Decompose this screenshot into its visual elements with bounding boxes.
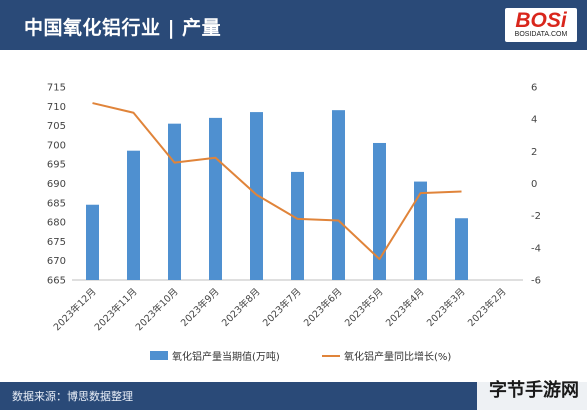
bar <box>291 171 304 280</box>
right-tick-label: -4 <box>531 243 541 254</box>
category-label: 2023年8月 <box>219 286 262 329</box>
right-tick-label: -6 <box>531 276 541 287</box>
left-tick-label: 675 <box>47 237 66 248</box>
category-label: 2023年10月 <box>133 286 181 334</box>
left-tick-label: 710 <box>47 102 66 113</box>
category-label: 2023年7月 <box>260 286 303 329</box>
left-tick-label: 665 <box>47 276 66 287</box>
category-label: 2023年12月 <box>51 286 99 334</box>
logo-subtext: BOSIDATA.COM <box>514 31 568 38</box>
bar <box>455 218 468 280</box>
legend-item-bar: 氧化铝产量当期值(万吨) <box>150 348 280 363</box>
category-label: 2023年11月 <box>92 286 140 334</box>
left-tick-label: 700 <box>47 140 66 151</box>
bar <box>86 204 99 280</box>
legend-label-line: 氧化铝产量同比增长(%) <box>344 352 452 363</box>
bar <box>332 110 345 280</box>
category-label: 2023年6月 <box>301 286 344 329</box>
category-label: 2023年3月 <box>424 286 467 329</box>
bar <box>168 123 181 280</box>
bar <box>250 112 263 280</box>
bar <box>209 117 222 280</box>
bar <box>373 142 386 280</box>
page-title: 中国氧化铝行业 | 产量 <box>24 17 222 39</box>
left-tick-label: 705 <box>47 121 66 132</box>
growth-line <box>92 102 462 261</box>
right-tick-label: 4 <box>531 115 537 126</box>
legend-swatch-bar <box>150 351 168 360</box>
chart-canvas: 665 670 675 680 685 690 695 700 705 710 715 6 4 2 0 -2 -… <box>47 83 541 334</box>
chart-legend: 氧化铝产量当期值(万吨) 氧化铝产量同比增长(%) <box>150 348 490 366</box>
corner-watermark-badge: 字节手游网 <box>477 362 587 410</box>
bosi-logo: BOSi BOSIDATA.COM <box>505 8 577 42</box>
category-label: 2023年4月 <box>383 286 426 329</box>
left-tick-label: 685 <box>47 198 66 209</box>
category-label: 2023年5月 <box>342 286 385 329</box>
category-label: 2023年9月 <box>178 286 221 329</box>
left-tick-label: 680 <box>47 218 66 229</box>
bar <box>414 181 427 280</box>
category-label: 2023年2月 <box>465 286 508 329</box>
left-tick-label: 715 <box>47 83 66 94</box>
left-tick-label: 695 <box>47 160 66 171</box>
right-tick-label: -2 <box>531 211 541 222</box>
left-tick-label: 690 <box>47 179 66 190</box>
right-tick-label: 0 <box>531 179 537 190</box>
legend-swatch-line <box>322 354 340 357</box>
right-tick-label: 2 <box>531 147 537 158</box>
bar <box>127 150 140 280</box>
logo-text: BOSi <box>515 9 567 32</box>
source-note: 数据来源：博思数据整理 <box>12 390 133 403</box>
corner-watermark-text: 字节手游网 <box>489 380 579 401</box>
header-bar: 中国氧化铝行业 | 产量 BOSi BOSIDATA.COM <box>0 0 587 50</box>
legend-label-bar: 氧化铝产量当期值(万吨) <box>172 352 280 363</box>
left-tick-label: 670 <box>47 256 66 267</box>
legend-item-line: 氧化铝产量同比增长(%) <box>322 348 451 363</box>
right-tick-label: 6 <box>531 83 537 94</box>
